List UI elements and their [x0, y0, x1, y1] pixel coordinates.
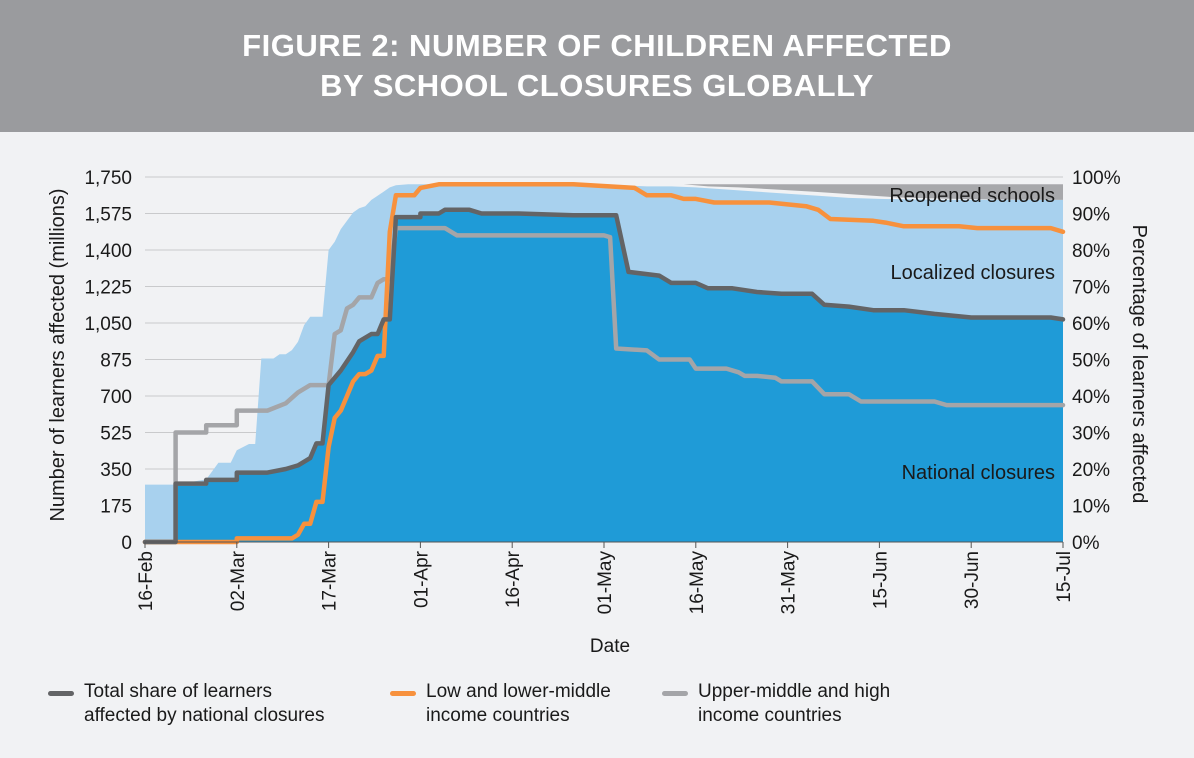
legend-item-total: Total share of learners affected by nati… [48, 680, 324, 728]
legend-item-high-income: Upper-middle and high income countries [662, 680, 890, 728]
y2-tick-label: 70% [1072, 278, 1110, 299]
area-national-closures [145, 210, 1063, 542]
y-tick-label: 1,225 [84, 278, 132, 299]
y-tick-label: 350 [100, 460, 132, 481]
y2-tick-label: 30% [1072, 424, 1110, 445]
y-tick-label: 1,750 [84, 168, 132, 189]
y2-tick-label: 20% [1072, 460, 1110, 481]
x-tick-label: 01-Apr [411, 550, 432, 608]
title-banner: FIGURE 2: NUMBER OF CHILDREN AFFECTED BY… [0, 0, 1194, 132]
legend-label-high-income-2: income countries [698, 705, 842, 726]
x-tick-label: 15-Jul [1054, 551, 1075, 603]
legend-label-low-income-2: income countries [426, 705, 570, 726]
x-tick-label: 31-May [779, 551, 800, 615]
legend-swatch-high-income [662, 691, 688, 696]
x-tick-label: 17-Mar [320, 550, 341, 611]
y2-tick-label: 50% [1072, 351, 1110, 372]
y2-tick-label: 80% [1072, 241, 1110, 262]
figure-title-line-1: FIGURE 2: NUMBER OF CHILDREN AFFECTED [242, 28, 952, 63]
y-tick-label: 875 [100, 351, 132, 372]
y2-tick-label: 40% [1072, 387, 1110, 408]
legend-label-total-1: Total share of learners [84, 681, 272, 702]
area-label-reopened: Reopened schools [889, 185, 1055, 207]
y-tick-label: 1,050 [84, 314, 132, 335]
x-tick-label: 30-Jun [962, 551, 983, 609]
stacked-areas [145, 184, 1063, 543]
y-tick-label: 175 [100, 497, 132, 518]
area-label-localized: Localized closures [890, 262, 1055, 284]
legend-swatch-total [48, 691, 74, 696]
x-tick-label: 01-May [595, 551, 616, 615]
x-tick-label: 16-Feb [136, 551, 157, 611]
x-tick-label: 15-Jun [870, 551, 891, 609]
y-tick-label: 0 [121, 533, 132, 554]
area-label-national: National closures [902, 462, 1055, 484]
legend-item-low-income: Low and lower-middle income countries [390, 680, 611, 728]
area-reopened-schools [683, 184, 1063, 200]
x-tick-label: 02-Mar [228, 550, 249, 611]
y-tick-label: 1,400 [84, 241, 132, 262]
x-axis-title: Date [590, 636, 630, 657]
y2-tick-label: 0% [1072, 533, 1100, 554]
series-line-high [142, 225, 1066, 545]
y2-axis-title: Percentage of learners affected [1128, 225, 1150, 504]
y-tick-label: 1,575 [84, 205, 132, 226]
y2-tick-label: 90% [1072, 205, 1110, 226]
y-axis-title: Number of learners affected (millions) [47, 188, 69, 521]
legend-label-low-income-1: Low and lower-middle [426, 681, 611, 702]
legend-label-high-income-1: Upper-middle and high [698, 681, 891, 702]
axes: 0 175 350 525 700 875 1,050 1,225 1,400 1,575 1,75… [47, 168, 1150, 657]
y2-tick-label: 100% [1072, 168, 1121, 189]
y2-tick-label: 60% [1072, 314, 1110, 335]
figure-title-line-2: BY SCHOOL CLOSURES GLOBALLY [320, 68, 874, 103]
series-line-total [142, 207, 1066, 545]
y-tick-label: 525 [100, 424, 132, 445]
series-line-low [142, 182, 1066, 545]
area-labels: Reopened schools Localized closures Nation… [889, 185, 1055, 484]
series-lines [142, 182, 1066, 545]
legend-swatch-low-income [390, 691, 416, 696]
y2-tick-label: 10% [1072, 497, 1110, 518]
x-tick-label: 16-May [687, 551, 708, 615]
legend-label-total-2: affected by national closures [84, 705, 325, 726]
x-tick-label: 16-Apr [503, 550, 524, 608]
y-tick-label: 700 [100, 387, 132, 408]
